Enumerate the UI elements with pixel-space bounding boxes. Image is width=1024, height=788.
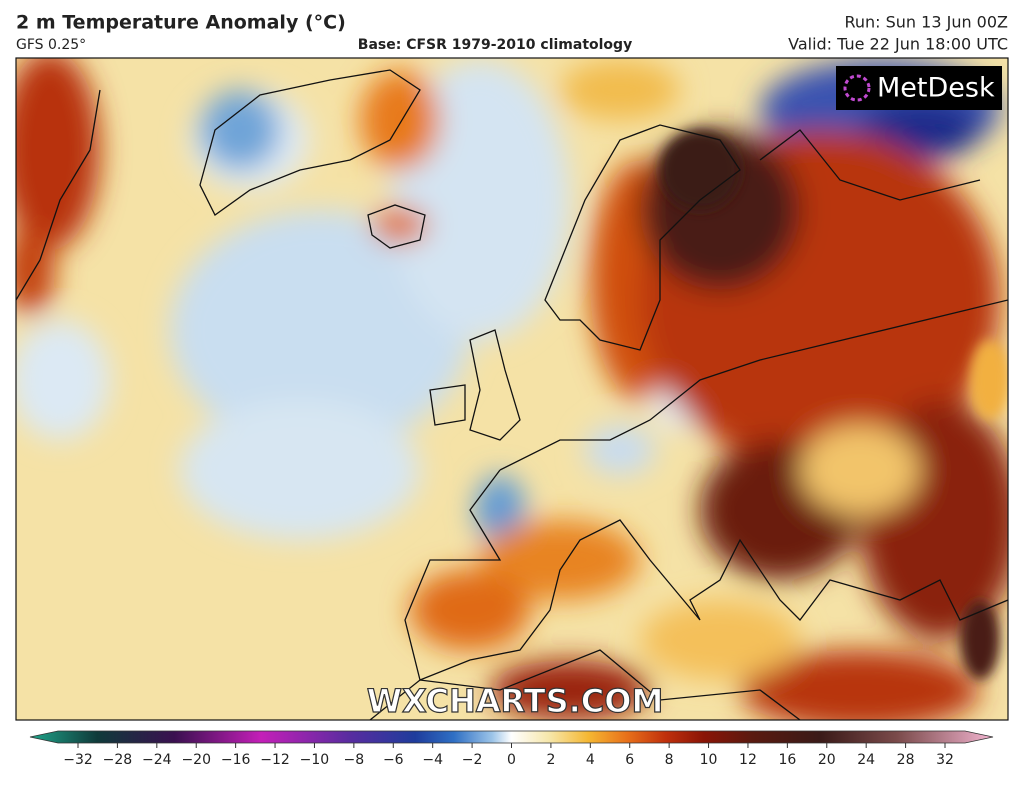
- colorbar-tick-label: −28: [103, 752, 133, 768]
- logo-icon: [843, 74, 871, 102]
- colorbar-tick-label: 20: [818, 752, 836, 768]
- colorbar-tick-label: −20: [181, 752, 211, 768]
- colorbar-tick-label: 16: [778, 752, 796, 768]
- colorbar-tick-label: 6: [625, 752, 634, 768]
- title: 2 m Temperature Anomaly (°C): [16, 12, 346, 34]
- map: MetDesk WXCHARTS.COM: [16, 58, 1008, 720]
- colorbar-tick-label: −10: [300, 752, 330, 768]
- map-frame: [15, 57, 1009, 721]
- colorbar-tick-label: 12: [739, 752, 757, 768]
- colorbar-tick-label: 8: [665, 752, 674, 768]
- colorbar-tick-label: −12: [260, 752, 290, 768]
- logo: MetDesk: [877, 73, 995, 104]
- logo-box: [836, 66, 1002, 110]
- colorbar-tick-label: −8: [344, 752, 365, 768]
- colorbar-tick-label: −4: [422, 752, 443, 768]
- colorbar-tick-label: 0: [507, 752, 516, 768]
- colorbar-tick-label: −2: [462, 752, 483, 768]
- run: Run: Sun 13 Jun 00Z: [844, 13, 1008, 32]
- watermark: WXCHARTS.COM: [367, 682, 664, 720]
- base: Base: CFSR 1979-2010 climatology: [358, 37, 632, 53]
- colorbar-tick-label: 4: [586, 752, 595, 768]
- colorbar-tick-label: −6: [383, 752, 404, 768]
- colorbar-tick-label: 2: [546, 752, 555, 768]
- model: GFS 0.25°: [16, 37, 86, 53]
- colorbar-tick-label: −32: [63, 752, 93, 768]
- colorbar-tick-label: 10: [700, 752, 718, 768]
- colorbar-tick-label: 32: [936, 752, 954, 768]
- colorbar-tick-label: −16: [221, 752, 251, 768]
- valid: Valid: Tue 22 Jun 18:00 UTC: [788, 35, 1008, 54]
- colorbar: [29, 730, 994, 744]
- colorbar-ticks: −32 −28 −24 −20 −16 −12 −10 −8 −6 −4 −2 0 2 4 6 8 10 12 16…: [63, 743, 954, 768]
- colorbar-tick-label: 24: [857, 752, 875, 768]
- colorbar-tick-label: −24: [142, 752, 172, 768]
- colorbar-tick-label: 28: [897, 752, 915, 768]
